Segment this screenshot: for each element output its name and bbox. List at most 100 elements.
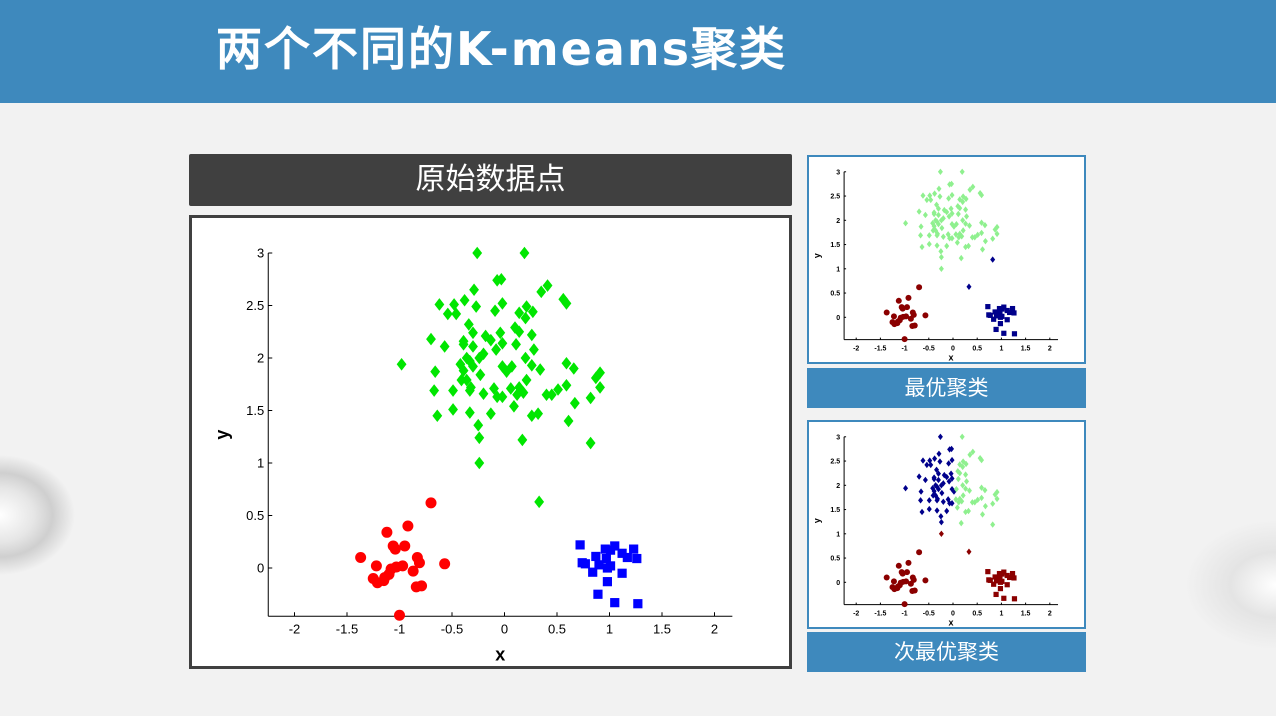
data-point-circle	[407, 565, 419, 577]
data-point-square	[632, 553, 642, 564]
data-point-square	[1001, 330, 1007, 336]
data-point-diamond	[966, 222, 972, 229]
data-point-circle	[370, 560, 382, 572]
x-axis-label: x	[949, 618, 954, 628]
data-point-square	[997, 310, 1003, 316]
x-tick-label: -2	[289, 621, 301, 636]
data-point-diamond	[471, 300, 482, 313]
data-point-diamond	[944, 507, 950, 515]
data-point-diamond	[979, 494, 985, 502]
data-point-diamond	[496, 272, 507, 286]
data-point-diamond	[455, 358, 466, 371]
best-cluster-label: 最优聚类	[807, 368, 1086, 408]
data-point-diamond	[938, 253, 944, 261]
data-point-diamond	[442, 307, 453, 321]
data-point-diamond	[933, 227, 939, 234]
data-point-diamond	[990, 235, 996, 242]
y-axis-label: y	[812, 518, 822, 523]
data-point-diamond	[954, 504, 960, 511]
data-point-diamond	[922, 211, 928, 219]
data-point-diamond	[937, 458, 943, 465]
y-tick-label: 1	[836, 266, 840, 273]
data-point-diamond	[519, 246, 530, 260]
x-tick-label: 1.5	[653, 621, 671, 636]
slide-header: 两个不同的K-means聚类	[0, 0, 1276, 103]
x-axis-label: x	[495, 644, 505, 664]
data-point-diamond	[526, 359, 537, 372]
x-tick-label: -1.5	[874, 346, 886, 353]
data-point-diamond	[458, 364, 469, 377]
data-point-diamond	[990, 256, 996, 263]
scatter-plot-best: -2 -1.5 -1 -0.5 0 0.5 1 1.5 2 0 0.5 1 1.5 2 2.5 3 x y	[812, 168, 1059, 363]
data-point-diamond	[922, 476, 928, 484]
data-point-square	[1007, 309, 1013, 316]
x-tick-label: -1	[901, 346, 907, 353]
data-point-square	[593, 589, 603, 599]
data-point-square	[602, 563, 612, 573]
data-point-diamond	[474, 431, 485, 445]
data-point-circle	[911, 322, 918, 329]
data-point-diamond	[518, 386, 529, 399]
data-point-diamond	[935, 211, 941, 219]
data-point-diamond	[949, 235, 955, 242]
y-tick-label: 2.5	[830, 459, 840, 466]
data-point-diamond	[938, 265, 944, 272]
data-point-diamond	[960, 492, 966, 499]
data-point-diamond	[955, 475, 961, 483]
data-point-circle	[905, 294, 912, 301]
x-tick-label: -0.5	[923, 346, 935, 353]
data-point-square	[575, 540, 585, 550]
data-point-diamond	[935, 476, 941, 484]
series-square	[575, 540, 643, 609]
second-best-cluster-label: 次最优聚类	[807, 632, 1086, 672]
data-point-diamond	[926, 240, 932, 248]
data-point-diamond	[468, 360, 478, 373]
data-point-diamond	[924, 461, 930, 469]
data-point-diamond	[949, 475, 955, 482]
data-point-diamond	[980, 246, 986, 253]
y-tick-label: 3	[836, 434, 840, 441]
x-tick-label: -2	[853, 611, 859, 618]
data-point-diamond	[903, 485, 909, 492]
data-point-diamond	[528, 343, 539, 356]
data-point-circle	[922, 312, 929, 319]
data-point-circle	[903, 578, 910, 585]
y-axis-label: y	[812, 253, 822, 258]
data-point-square	[588, 567, 598, 577]
data-point-diamond	[919, 243, 925, 251]
data-point-square	[997, 579, 1004, 585]
data-point-square	[1004, 317, 1010, 323]
data-point-diamond	[940, 498, 946, 505]
data-point-circle	[903, 313, 910, 320]
data-point-square	[1011, 310, 1017, 316]
data-point-diamond	[473, 418, 484, 432]
data-point-circle	[911, 587, 918, 594]
data-point-diamond	[497, 360, 508, 373]
data-point-diamond	[966, 487, 972, 494]
data-point-square	[987, 312, 993, 318]
data-point-diamond	[960, 463, 966, 471]
data-point-diamond	[429, 384, 440, 397]
data-point-diamond	[959, 168, 965, 175]
data-point-square	[997, 586, 1004, 592]
data-point-diamond	[527, 305, 538, 319]
data-point-diamond	[960, 217, 966, 224]
x-tick-label: -1	[901, 611, 907, 618]
x-tick-label: -1.5	[874, 611, 886, 618]
data-point-diamond	[542, 279, 553, 292]
data-point-diamond	[561, 379, 572, 392]
data-point-diamond	[451, 307, 462, 321]
data-point-diamond	[919, 508, 925, 516]
x-tick-label: 2	[1048, 346, 1052, 353]
data-point-diamond	[946, 460, 952, 467]
data-point-diamond	[491, 343, 502, 356]
data-point-diamond	[585, 391, 596, 405]
data-point-diamond	[434, 298, 445, 311]
data-point-diamond	[959, 433, 965, 440]
data-point-diamond	[505, 382, 516, 395]
data-point-diamond	[563, 414, 574, 428]
data-point-diamond	[533, 407, 544, 420]
data-point-circle	[901, 336, 908, 343]
data-point-diamond	[960, 458, 966, 465]
y-tick-label: 1.5	[830, 242, 840, 249]
